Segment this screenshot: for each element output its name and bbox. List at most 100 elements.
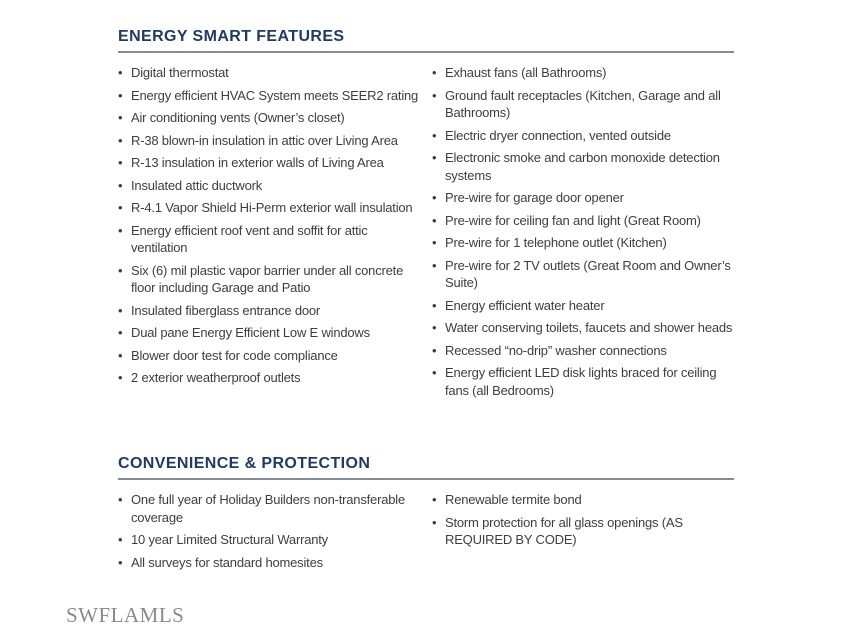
feature-columns: • Digital thermostat • Energy efficient …: [118, 64, 734, 404]
list-item-text: Renewable termite bond: [445, 492, 582, 507]
list-item: • R-38 blown-in insulation in attic over…: [118, 132, 420, 150]
list-item: • Insulated fiberglass entrance door: [118, 302, 420, 320]
list-item: • Water conserving toilets, faucets and …: [432, 319, 734, 337]
list-item-text: R-4.1 Vapor Shield Hi-Perm exterior wall…: [131, 200, 413, 215]
bullet-icon: •: [432, 235, 437, 250]
mls-watermark: SWFLAMLS: [66, 603, 185, 627]
section-energy-smart-features: ENERGY SMART FEATURES • Digital thermost…: [118, 27, 734, 404]
list-item: • Energy efficient roof vent and soffit …: [118, 222, 420, 257]
list-item: • Six (6) mil plastic vapor barrier unde…: [118, 262, 420, 297]
list-item: • All surveys for standard homesites: [118, 554, 420, 572]
list-item-text: 10 year Limited Structural Warranty: [131, 532, 328, 547]
list-item: • Blower door test for code compliance: [118, 347, 420, 365]
bullet-icon: •: [118, 222, 123, 238]
list-item: • One full year of Holiday Builders non-…: [118, 491, 420, 526]
list-item-text: Electric dryer connection, vented outsid…: [445, 127, 671, 143]
list-item-text: 2 exterior weatherproof outlets: [131, 370, 301, 385]
list-item: • Electronic smoke and carbon monoxide d…: [432, 149, 734, 184]
list-item-text: Pre-wire for 2 TV outlets (Great Room an…: [445, 257, 731, 291]
list-item-text: Exhaust fans (all Bathrooms): [445, 65, 607, 80]
list-item-text: Pre-wire for garage door opener: [445, 190, 624, 205]
bullet-icon: •: [118, 370, 123, 385]
bullet-icon: •: [118, 554, 123, 570]
list-item-text: Storm protection for all glass openings …: [445, 514, 683, 548]
list-item-text: Recessed “no-drip” washer connections: [445, 342, 667, 358]
bullet-icon: •: [118, 155, 123, 170]
list-item: • 10 year Limited Structural Warranty: [118, 531, 420, 549]
bullet-icon: •: [432, 514, 437, 530]
list-item-text: One full year of Holiday Builders non-tr…: [131, 492, 405, 525]
bullet-icon: •: [432, 257, 437, 273]
list-item: • Pre-wire for garage door opener: [432, 189, 734, 207]
list-item-text: Insulated fiberglass entrance door: [131, 302, 321, 318]
section-divider: [118, 51, 734, 53]
bullet-icon: •: [118, 347, 123, 363]
list-item: • Energy efficient water heater: [432, 297, 734, 315]
list-item: • Exhaust fans (all Bathrooms): [432, 64, 734, 82]
bullet-icon: •: [118, 532, 123, 547]
bullet-icon: •: [118, 325, 123, 340]
bullet-icon: •: [432, 150, 437, 165]
bullet-icon: •: [118, 262, 123, 278]
list-item: • R-13 insulation in exterior walls of L…: [118, 154, 420, 172]
bullet-icon: •: [118, 110, 123, 125]
list-item: • Pre-wire for ceiling fan and light (Gr…: [432, 212, 734, 230]
bullet-icon: •: [118, 177, 123, 193]
list-item-text: Energy efficient roof vent and soffit fo…: [131, 222, 368, 256]
list-item: • 2 exterior weatherproof outlets: [118, 369, 420, 387]
list-item: • Electric dryer connection, vented outs…: [432, 127, 734, 145]
list-item-text: Energy efficient HVAC System meets SEER2…: [131, 87, 419, 103]
list-item-text: Blower door test for code compliance: [131, 347, 338, 363]
bullet-icon: •: [118, 87, 123, 103]
feature-list-right: • Renewable termite bond • Storm protect…: [432, 491, 734, 576]
list-item: • Pre-wire for 1 telephone outlet (Kitch…: [432, 234, 734, 252]
bullet-icon: •: [432, 212, 437, 228]
bullet-icon: •: [432, 297, 437, 313]
section-divider: [118, 478, 734, 480]
bullet-icon: •: [118, 65, 123, 80]
list-item-text: Energy efficient water heater: [445, 297, 605, 313]
bullet-icon: •: [118, 132, 123, 148]
list-item: • Insulated attic ductwork: [118, 177, 420, 195]
list-item: • Pre-wire for 2 TV outlets (Great Room …: [432, 257, 734, 292]
list-item-text: Energy efficient LED disk lights braced …: [445, 365, 717, 398]
bullet-icon: •: [118, 200, 123, 215]
list-item-text: R-38 blown-in insulation in attic over L…: [131, 132, 398, 148]
bullet-icon: •: [432, 87, 437, 103]
list-item-text: Dual pane Energy Efficient Low E windows: [131, 325, 370, 340]
bullet-icon: •: [432, 65, 437, 80]
section-convenience-protection: CONVENIENCE & PROTECTION • One full year…: [118, 454, 734, 576]
list-item-text: Water conserving toilets, faucets and sh…: [445, 320, 733, 335]
list-item: • Storm protection for all glass opening…: [432, 514, 734, 549]
flyer-content: ENERGY SMART FEATURES • Digital thermost…: [118, 27, 734, 576]
list-item: • Dual pane Energy Efficient Low E windo…: [118, 324, 420, 342]
list-item: • Ground fault receptacles (Kitchen, Gar…: [432, 87, 734, 122]
list-item-text: Air conditioning vents (Owner’s closet): [131, 110, 345, 125]
list-item-text: R-13 insulation in exterior walls of Liv…: [131, 155, 384, 170]
bullet-icon: •: [118, 492, 123, 507]
bullet-icon: •: [432, 127, 437, 143]
feature-columns: • One full year of Holiday Builders non-…: [118, 491, 734, 576]
list-item: • Air conditioning vents (Owner’s closet…: [118, 109, 420, 127]
list-item-text: All surveys for standard homesites: [131, 554, 323, 570]
bullet-icon: •: [118, 302, 123, 318]
list-item-text: Electronic smoke and carbon monoxide det…: [445, 150, 720, 183]
list-item: • R-4.1 Vapor Shield Hi-Perm exterior wa…: [118, 199, 420, 217]
section-title: CONVENIENCE & PROTECTION: [118, 455, 371, 472]
bullet-icon: •: [432, 320, 437, 335]
list-item-text: Digital thermostat: [131, 65, 229, 80]
list-item: • Energy efficient LED disk lights brace…: [432, 364, 734, 399]
bullet-icon: •: [432, 365, 437, 380]
list-item-text: Ground fault receptacles (Kitchen, Garag…: [445, 87, 721, 121]
list-item-text: Pre-wire for ceiling fan and light (Grea…: [445, 212, 701, 228]
bullet-icon: •: [432, 492, 437, 507]
feature-list-left: • Digital thermostat • Energy efficient …: [118, 64, 420, 404]
list-item-text: Six (6) mil plastic vapor barrier under …: [131, 262, 404, 296]
list-item-text: Pre-wire for 1 telephone outlet (Kitchen…: [445, 235, 667, 250]
feature-list-left: • One full year of Holiday Builders non-…: [118, 491, 420, 576]
list-item: • Recessed “no-drip” washer connections: [432, 342, 734, 360]
section-title: ENERGY SMART FEATURES: [118, 28, 345, 45]
feature-list-right: • Exhaust fans (all Bathrooms) • Ground …: [432, 64, 734, 404]
list-item: • Renewable termite bond: [432, 491, 734, 509]
bullet-icon: •: [432, 190, 437, 205]
